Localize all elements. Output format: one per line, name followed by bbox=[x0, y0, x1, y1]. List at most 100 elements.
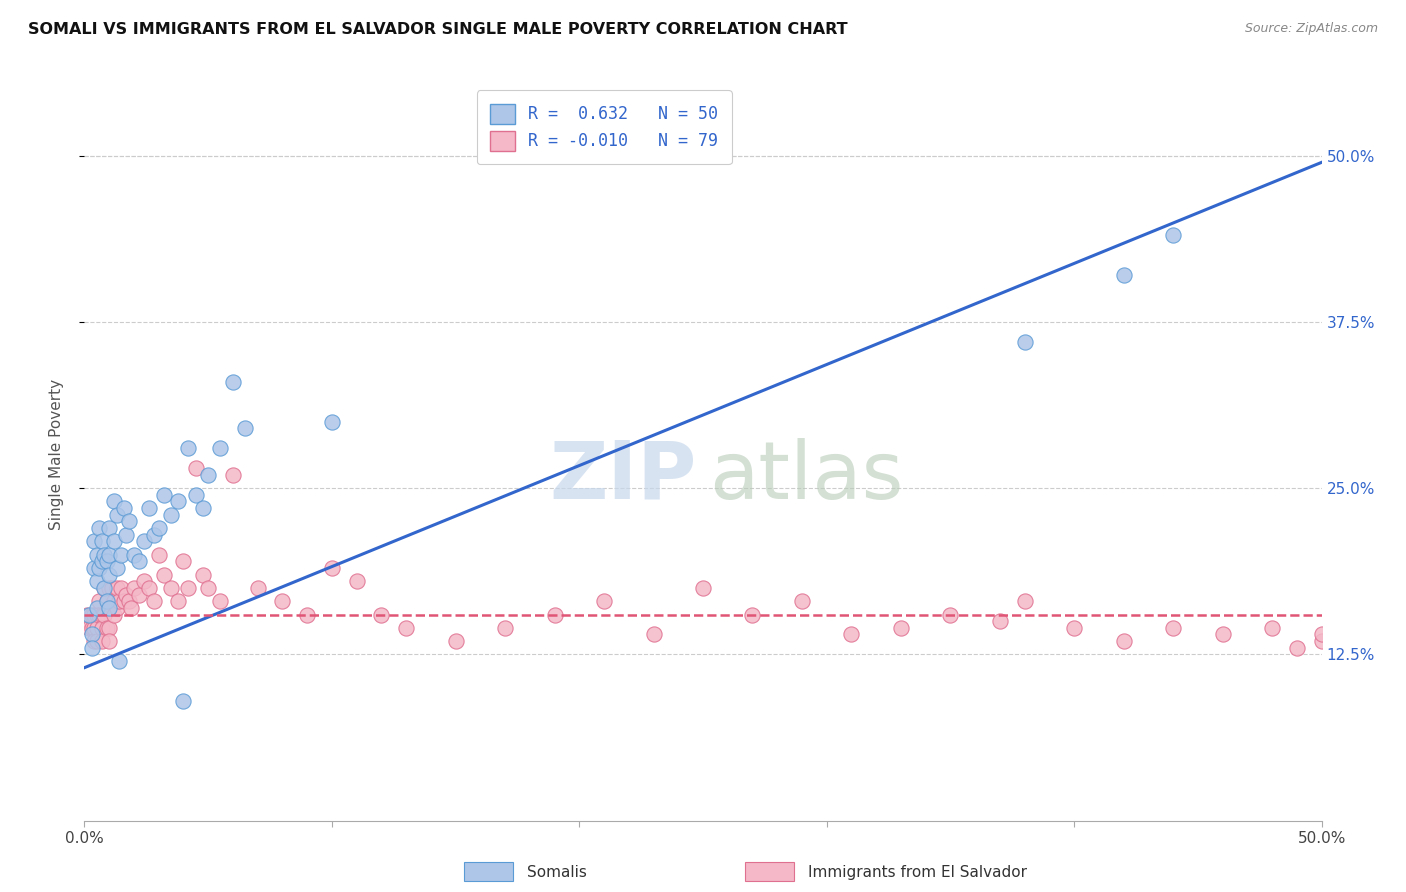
Point bbox=[346, 574, 368, 589]
Point bbox=[321, 415, 343, 429]
Point bbox=[790, 594, 813, 608]
Point bbox=[148, 548, 170, 562]
Point bbox=[197, 467, 219, 482]
Point bbox=[112, 501, 135, 516]
Point bbox=[152, 567, 174, 582]
Point bbox=[1285, 640, 1308, 655]
Point bbox=[128, 588, 150, 602]
Point bbox=[86, 621, 108, 635]
Text: Somalis: Somalis bbox=[527, 865, 588, 880]
Point bbox=[1014, 334, 1036, 349]
Point bbox=[1161, 228, 1184, 243]
Point bbox=[233, 421, 256, 435]
Point bbox=[160, 508, 183, 522]
Point bbox=[108, 594, 131, 608]
Point bbox=[86, 607, 108, 622]
Point bbox=[222, 375, 245, 389]
Point bbox=[105, 581, 128, 595]
Point bbox=[191, 501, 214, 516]
Point bbox=[105, 600, 128, 615]
Point bbox=[643, 627, 665, 641]
Point bbox=[132, 574, 155, 589]
Point bbox=[98, 600, 121, 615]
Point bbox=[118, 594, 141, 608]
Point bbox=[128, 554, 150, 568]
Point bbox=[120, 600, 142, 615]
Point bbox=[494, 621, 516, 635]
Point bbox=[90, 607, 112, 622]
Point bbox=[1161, 621, 1184, 635]
Point bbox=[89, 561, 111, 575]
Point bbox=[142, 527, 165, 541]
Point bbox=[80, 621, 103, 635]
Point bbox=[138, 581, 160, 595]
Point bbox=[1212, 627, 1234, 641]
Point bbox=[444, 634, 467, 648]
Point bbox=[741, 607, 763, 622]
Point bbox=[86, 634, 108, 648]
Point bbox=[115, 527, 138, 541]
Point bbox=[593, 594, 616, 608]
Point bbox=[209, 594, 232, 608]
Point bbox=[76, 607, 98, 622]
Point bbox=[98, 581, 121, 595]
Point bbox=[103, 594, 125, 608]
Point bbox=[86, 600, 108, 615]
Point bbox=[96, 594, 118, 608]
Point bbox=[167, 594, 190, 608]
Point bbox=[83, 621, 105, 635]
Point bbox=[79, 607, 101, 622]
Point bbox=[1261, 621, 1284, 635]
Point bbox=[841, 627, 863, 641]
Point bbox=[939, 607, 962, 622]
Point bbox=[112, 594, 135, 608]
Point bbox=[177, 442, 200, 456]
Point bbox=[79, 621, 101, 635]
Point bbox=[98, 548, 121, 562]
Point bbox=[321, 561, 343, 575]
Point bbox=[142, 594, 165, 608]
Point bbox=[108, 654, 131, 668]
Point bbox=[1112, 634, 1135, 648]
Point bbox=[1063, 621, 1085, 635]
Point bbox=[90, 554, 112, 568]
Point bbox=[209, 442, 232, 456]
Text: SOMALI VS IMMIGRANTS FROM EL SALVADOR SINGLE MALE POVERTY CORRELATION CHART: SOMALI VS IMMIGRANTS FROM EL SALVADOR SI… bbox=[28, 22, 848, 37]
Y-axis label: Single Male Poverty: Single Male Poverty bbox=[49, 379, 63, 531]
Point bbox=[93, 581, 115, 595]
Point bbox=[370, 607, 392, 622]
Point bbox=[93, 581, 115, 595]
Point bbox=[160, 581, 183, 595]
Point bbox=[110, 581, 132, 595]
Point bbox=[1112, 268, 1135, 283]
Point bbox=[80, 607, 103, 622]
Point bbox=[98, 567, 121, 582]
Point bbox=[103, 494, 125, 508]
Point bbox=[83, 607, 105, 622]
Point bbox=[96, 554, 118, 568]
Point bbox=[118, 515, 141, 529]
Point bbox=[1014, 594, 1036, 608]
Point bbox=[395, 621, 418, 635]
Point bbox=[100, 581, 122, 595]
Point bbox=[172, 694, 194, 708]
Point bbox=[110, 548, 132, 562]
Point bbox=[1310, 627, 1333, 641]
Text: Immigrants from El Salvador: Immigrants from El Salvador bbox=[808, 865, 1028, 880]
Point bbox=[98, 600, 121, 615]
Point bbox=[96, 594, 118, 608]
Point bbox=[80, 640, 103, 655]
Point bbox=[83, 561, 105, 575]
Point bbox=[184, 488, 207, 502]
Point bbox=[105, 508, 128, 522]
Point bbox=[191, 567, 214, 582]
Point bbox=[138, 501, 160, 516]
Point bbox=[148, 521, 170, 535]
Point bbox=[197, 581, 219, 595]
Point bbox=[86, 574, 108, 589]
Point bbox=[89, 607, 111, 622]
Point bbox=[90, 534, 112, 549]
Point bbox=[98, 621, 121, 635]
Point bbox=[177, 581, 200, 595]
Legend: R =  0.632   N = 50, R = -0.010   N = 79: R = 0.632 N = 50, R = -0.010 N = 79 bbox=[477, 90, 731, 164]
